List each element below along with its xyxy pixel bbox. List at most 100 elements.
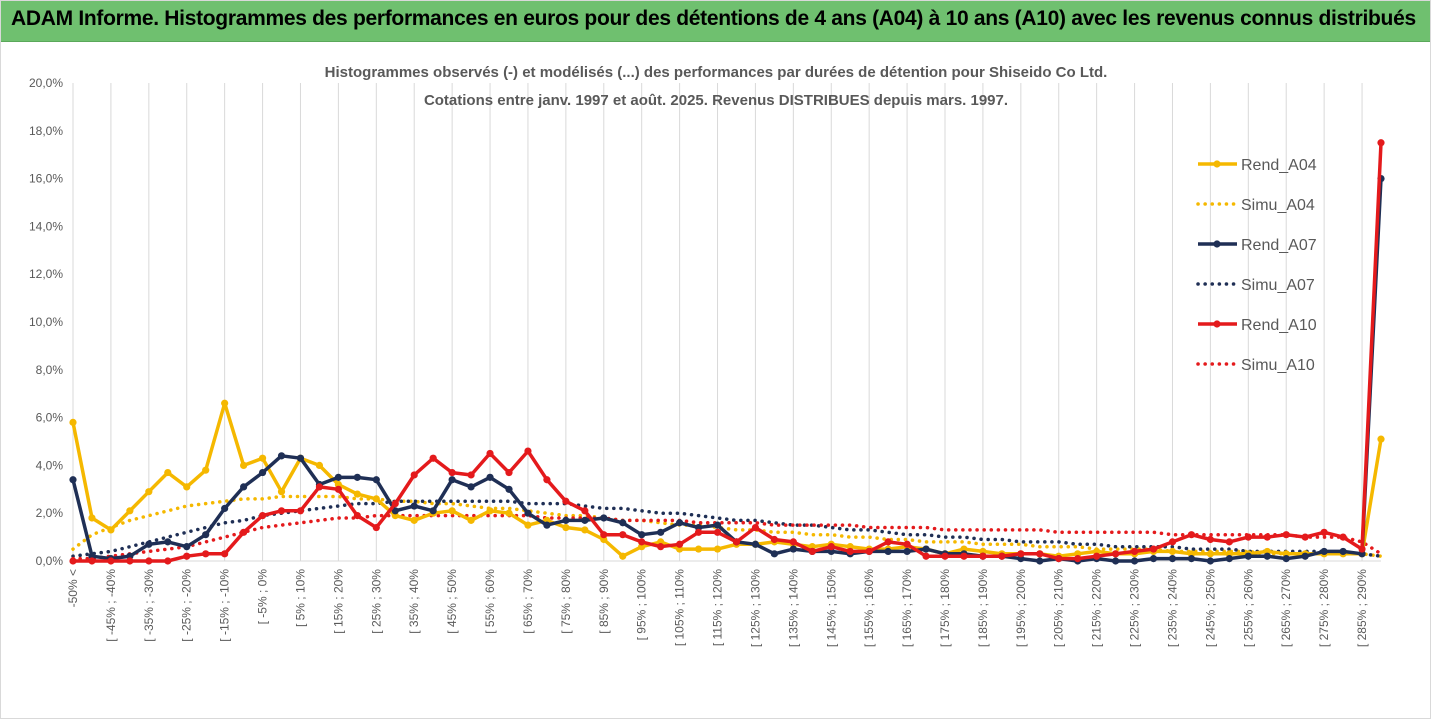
x-tick-label: [ -15% ; -10% [218, 569, 232, 642]
legend-marker-rend-a04 [1213, 160, 1221, 168]
x-tick-label: [ -5% ; 0% [256, 569, 270, 625]
data-point-rend-a10 [315, 483, 324, 491]
data-point-rend-a07 [1206, 557, 1214, 565]
data-point-rend-a10 [448, 468, 456, 477]
data-point-rend-a07 [183, 543, 191, 551]
data-point-rend-a10 [960, 552, 968, 560]
y-tick-label: 2,0% [36, 506, 64, 520]
data-point-rend-a04 [240, 461, 248, 469]
x-tick-label: [ 255% ; 260% [1241, 569, 1255, 647]
legend: Rend_A04 Simu_A04 Rend_A07 Simu_A07 Rend_A10… [1196, 157, 1317, 374]
series-line-rend-a10 [73, 142, 1383, 563]
x-tick-label: [ 215% ; 220% [1090, 569, 1104, 647]
data-point-rend-a10 [467, 471, 475, 479]
data-point-rend-a04 [164, 468, 172, 477]
legend-label-rend-a10: Rend_A10 [1241, 317, 1317, 334]
data-point-rend-a04 [1206, 550, 1214, 558]
data-point-rend-a10 [126, 557, 134, 565]
data-point-rend-a04 [505, 509, 513, 517]
data-point-rend-a10 [713, 528, 722, 536]
data-point-rend-a10 [1339, 533, 1347, 541]
data-point-rend-a10 [1055, 555, 1063, 563]
y-tick-label: 6,0% [36, 411, 64, 425]
series-line-simu-a07 [71, 499, 1383, 558]
data-point-rend-a07 [69, 476, 77, 484]
data-point-rend-a10 [164, 557, 172, 565]
x-tick-label: [ 145% ; 150% [824, 569, 838, 647]
data-point-rend-a10 [486, 449, 494, 458]
data-point-rend-a07 [221, 504, 229, 513]
data-point-rend-a07 [467, 483, 475, 491]
data-point-rend-a10 [1282, 531, 1290, 539]
report-title: ADAM Informe. Histogrammes des performan… [11, 7, 1416, 30]
data-point-rend-a04 [372, 495, 380, 503]
data-point-rend-a07 [1168, 555, 1177, 563]
x-tick-label: [ 135% ; 140% [786, 569, 800, 647]
data-point-rend-a07 [638, 531, 646, 539]
legend-label-simu-a07: Simu_A07 [1241, 277, 1315, 294]
series-line-rend-a04 [71, 401, 1383, 558]
data-point-rend-a04 [258, 454, 267, 462]
data-point-rend-a04 [88, 514, 96, 522]
x-tick-label: [ 195% ; 200% [1014, 569, 1028, 647]
y-tick-label: 14,0% [29, 219, 63, 233]
data-point-rend-a10 [1017, 550, 1025, 558]
data-point-rend-a07 [258, 468, 267, 477]
data-point-rend-a04 [410, 516, 418, 524]
data-point-rend-a04 [126, 507, 134, 515]
data-point-rend-a04 [619, 552, 627, 560]
data-point-rend-a10 [1320, 528, 1328, 536]
data-point-rend-a10 [979, 552, 987, 560]
data-point-rend-a10 [1093, 552, 1101, 560]
x-tick-label: [ 185% ; 190% [976, 569, 990, 647]
data-point-rend-a07 [751, 540, 760, 548]
x-tick-label: [ 285% ; 290% [1355, 569, 1369, 647]
data-point-rend-a10 [391, 500, 399, 508]
data-point-rend-a10 [296, 507, 305, 515]
line-chart: Histogrammes observés (-) et modélisés (… [29, 64, 1385, 647]
data-point-rend-a10 [846, 547, 854, 556]
data-point-rend-a10 [334, 485, 342, 493]
data-point-rend-a10 [240, 528, 248, 536]
data-point-rend-a10 [88, 557, 96, 565]
data-point-rend-a07 [372, 476, 380, 484]
data-point-rend-a10 [1168, 538, 1177, 546]
x-tick-label: [ -25% ; -20% [180, 569, 194, 642]
data-point-rend-a10 [1206, 535, 1214, 544]
data-point-rend-a10 [865, 547, 873, 556]
data-point-rend-a10 [1263, 533, 1271, 541]
legend-label-rend-a04: Rend_A04 [1241, 157, 1317, 174]
data-point-rend-a04 [277, 488, 286, 496]
data-point-rend-a10 [903, 540, 911, 548]
data-point-rend-a04 [581, 526, 589, 534]
x-tick-label: [ 65% ; 70% [521, 569, 535, 634]
data-point-rend-a10 [1036, 550, 1044, 558]
y-tick-label: 0,0% [36, 554, 64, 568]
data-point-rend-a07 [1301, 552, 1309, 560]
data-point-rend-a04 [145, 488, 153, 496]
data-point-rend-a07 [296, 454, 305, 462]
data-point-rend-a10 [1187, 531, 1196, 539]
data-point-rend-a04 [1168, 547, 1177, 556]
x-tick-label: [ 205% ; 210% [1052, 569, 1066, 647]
gridlines [72, 83, 1381, 562]
data-point-rend-a04 [221, 399, 229, 407]
x-tick-label: [ 25% ; 30% [369, 569, 383, 634]
legend-label-simu-a04: Simu_A04 [1241, 197, 1315, 214]
data-point-rend-a10 [69, 557, 77, 565]
data-point-rend-a10 [353, 511, 361, 520]
x-tick-label: [ -35% ; -30% [142, 569, 156, 642]
data-point-rend-a07 [1149, 555, 1158, 563]
data-point-rend-a07 [448, 476, 456, 484]
data-point-rend-a10 [1301, 533, 1309, 541]
data-point-rend-a07 [1339, 547, 1347, 556]
x-tick-label: [ 85% ; 90% [597, 569, 611, 634]
data-point-rend-a07 [884, 547, 892, 556]
data-point-rend-a07 [581, 516, 589, 524]
data-point-rend-a10 [258, 511, 267, 520]
data-point-rend-a10 [732, 538, 741, 546]
x-tick-label: [ 35% ; 40% [407, 569, 421, 634]
x-tick-label: -50% < [66, 569, 80, 607]
data-point-rend-a04 [1377, 435, 1385, 443]
x-tick-label: [ 55% ; 60% [483, 569, 497, 634]
